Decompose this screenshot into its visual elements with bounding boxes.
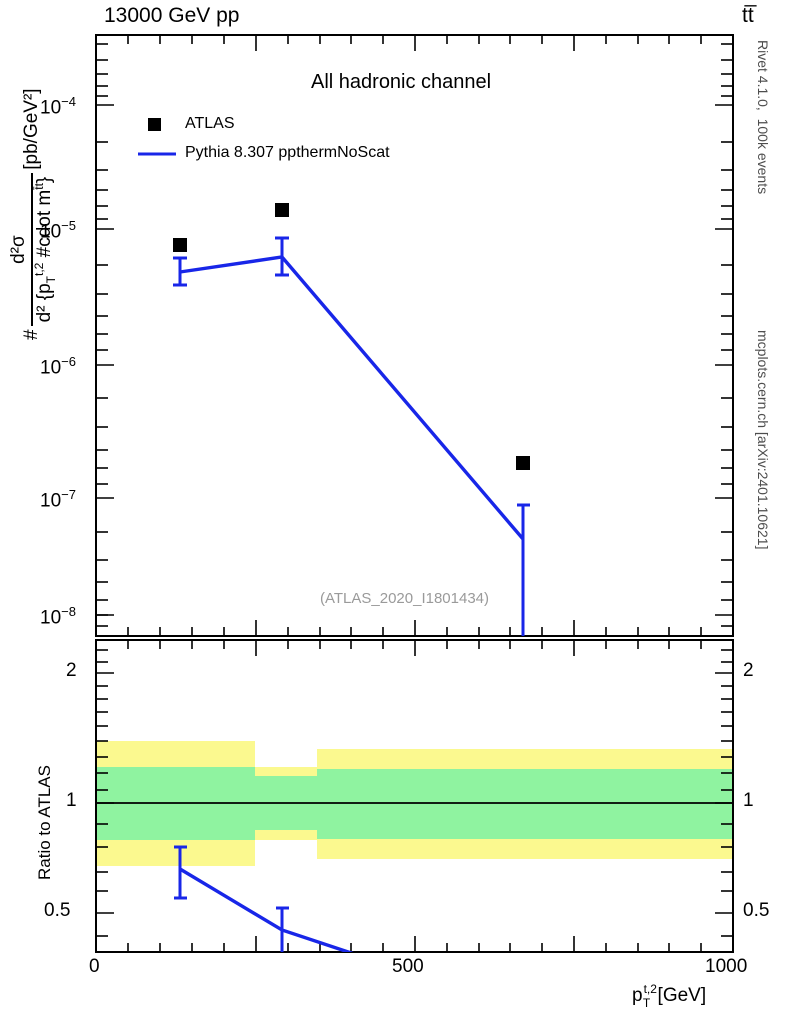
legend-label-pythia[interactable]: Pythia 8.307 ppthermNoScat — [185, 144, 390, 161]
ratio-errorbar-1 — [174, 845, 187, 900]
xtick-500: 500 — [392, 956, 424, 977]
main-ytick-1e-8: 10−8 — [40, 604, 76, 629]
ratio-ytick-1: 1 — [66, 790, 77, 811]
ratio-errorbar-2 — [276, 906, 289, 952]
atlas-point-3 — [516, 456, 530, 470]
pythia-curve — [173, 236, 530, 636]
ratio-ytick-right-1: 1 — [743, 790, 754, 811]
analysis-watermark: (ATLAS_2020_I1801434) — [320, 590, 490, 607]
xaxis-label: pt,2T [GeV] — [632, 983, 717, 1009]
main-left-ticks — [96, 43, 114, 627]
ratio-pythia-line — [179, 867, 354, 952]
main-ytick-1e-7: 10−7 — [40, 487, 76, 512]
ratio-ylabel: Ratio to ATLAS — [35, 765, 54, 880]
ratio-left-ticks — [96, 649, 114, 937]
pythia-line — [179, 255, 525, 541]
ratio-bottom-ticks — [127, 936, 702, 952]
xaxis-label-base: p — [632, 985, 643, 1006]
xaxis-label-sup: t,2 — [643, 982, 657, 996]
pythia-errorbar-1 — [173, 256, 187, 287]
ratio-pythia-curve — [174, 845, 354, 952]
main-ytick-1e-5: 10−5 — [40, 218, 76, 243]
pythia-errorbar-2 — [275, 236, 289, 277]
ratio-right-ticks — [715, 649, 733, 937]
xaxis-label-sub: T — [642, 996, 651, 1010]
ratio-ytick-2: 2 — [66, 660, 77, 681]
atlas-data-markers — [173, 203, 530, 470]
main-bottom-ticks — [127, 620, 702, 636]
atlas-point-2 — [275, 203, 289, 217]
xtick-1000: 1000 — [705, 956, 748, 977]
legend-label-atlas[interactable]: ATLAS — [185, 115, 235, 132]
main-ytick-1e-6: 10−6 — [40, 354, 76, 379]
main-right-ticks — [715, 43, 733, 627]
pythia-errorbar-3 — [517, 503, 530, 636]
main-top-ticks — [127, 35, 702, 51]
main-ytick-1e-4: 10−4 — [40, 94, 76, 119]
ratio-ytick-right-05: 0.5 — [743, 900, 770, 921]
ratio-ytick-05: 0.5 — [44, 900, 71, 921]
legend-marker-atlas — [148, 118, 161, 131]
xaxis-label-units: [GeV] — [652, 985, 707, 1006]
atlas-point-1 — [173, 238, 187, 252]
xtick-0: 0 — [89, 956, 100, 977]
ratio-ytick-right-2: 2 — [743, 660, 754, 681]
ratio-band-green-3 — [317, 769, 732, 839]
header-process-label: tt̅ — [742, 4, 754, 27]
header-beam-label: 13000 GeV pp — [104, 4, 240, 27]
page-title: All hadronic channel — [311, 71, 492, 93]
ratio-top-ticks — [127, 640, 702, 656]
